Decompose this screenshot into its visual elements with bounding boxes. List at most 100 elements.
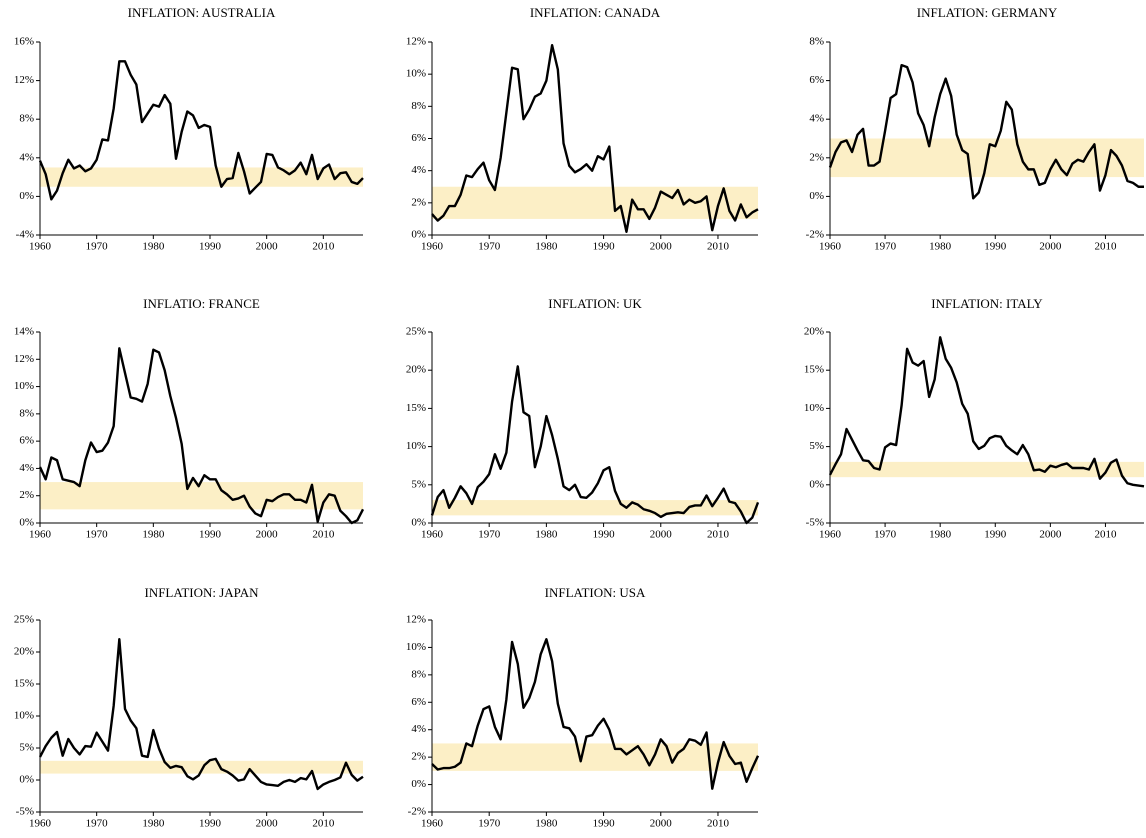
x-tick-label: 2010 [1094,529,1117,541]
y-tick-label: 4% [411,723,426,735]
chart-panel: INFLATION: UK 0% 5% 10% 15% 20% 25% 1960 1970 198… [406,296,760,541]
x-tick-label: 2000 [1039,241,1062,253]
x-tick-label: 1990 [199,529,222,541]
y-tick-label: 6% [19,435,34,447]
y-tick-label: -4% [16,229,34,241]
y-tick-label: 10% [406,440,426,452]
x-tick-label: 1980 [142,818,165,830]
y-tick-label: 2% [411,196,426,208]
data-line [430,365,760,525]
y-tick-label: 12% [406,36,426,48]
chart-title: INFLATION: UK [548,296,642,311]
x-tick-label: 1980 [929,241,952,253]
y-tick-label: 12% [14,74,34,86]
x-tick-label: 2000 [256,241,279,253]
chart-panel: INFLATION: AUSTRALIA -4% 0% 4% 8% 12% 16% 1960 1… [14,5,364,253]
x-tick-label: 1980 [142,529,165,541]
x-tick-label: 2010 [312,241,335,253]
x-tick-label: 1990 [593,241,616,253]
x-tick-label: 1990 [593,529,616,541]
y-tick-label: 12% [406,614,426,626]
x-tick-label: 1970 [874,529,897,541]
chart-title: INFLATION: GERMANY [917,5,1058,20]
x-tick-label: 2010 [1094,241,1117,253]
y-tick-label: 2% [411,751,426,763]
y-tick-label: 4% [809,113,824,125]
data-line [431,638,760,790]
target-band [830,461,1144,478]
y-tick-label: -5% [806,517,824,529]
chart-title: INFLATION: JAPAN [144,585,259,600]
x-tick-label: 1960 [29,529,52,541]
x-tick-label: 2010 [707,241,730,253]
y-tick-label: 0% [411,229,426,241]
y-tick-label: 8% [809,36,824,48]
x-tick-label: 2000 [650,818,673,830]
chart-title: INFLATION: ITALY [931,296,1043,311]
y-tick-label: 8% [411,100,426,112]
x-tick-label: 1970 [874,241,897,253]
target-band [432,186,758,219]
y-tick-label: 4% [19,151,34,163]
y-tick-label: 25% [14,614,34,626]
x-tick-label: 1970 [86,241,109,253]
x-tick-label: 1980 [535,818,558,830]
x-tick-label: 1970 [86,529,109,541]
chart-panel: INFLATIO: FRANCE 0% 2% 4% 6% 8% 10% 12% 14% 1960 1… [14,296,365,541]
y-tick-label: 5% [809,440,824,452]
y-tick-label: 0% [809,478,824,490]
y-tick-label: 0% [19,517,34,529]
y-tick-label: 2% [19,489,34,501]
y-tick-label: 0% [809,190,824,202]
y-tick-label: 10% [406,641,426,653]
y-tick-label: 0% [411,517,426,529]
y-tick-label: 5% [19,742,34,754]
x-tick-label: 1960 [421,241,444,253]
x-tick-label: 1990 [984,529,1007,541]
x-tick-label: 2000 [256,529,279,541]
chart-title: INFLATIO: FRANCE [143,296,260,311]
x-tick-label: 1960 [819,241,842,253]
y-tick-label: 20% [804,326,824,338]
chart-panel: INFLATION: USA -2% 0% 2% 4% 6% 8% 10% 12% 1960 197… [406,585,760,830]
y-tick-label: 4% [411,164,426,176]
x-tick-label: 1960 [421,818,444,830]
x-tick-label: 2010 [312,818,335,830]
y-tick-label: 6% [411,132,426,144]
x-tick-label: 1970 [478,529,501,541]
y-tick-label: 4% [19,462,34,474]
target-band [40,760,363,774]
x-tick-label: 1990 [593,818,616,830]
x-tick-label: 1980 [929,529,952,541]
x-tick-label: 2010 [312,529,335,541]
x-tick-label: 1970 [478,818,501,830]
y-tick-label: 14% [14,326,34,338]
x-tick-label: 1990 [984,241,1007,253]
x-tick-label: 1980 [535,529,558,541]
x-tick-label: 1980 [142,241,165,253]
y-tick-label: 12% [14,353,34,365]
x-tick-label: 2000 [650,529,673,541]
data-line [431,44,759,233]
x-tick-label: 1980 [535,241,558,253]
chart-panel: INFLATION: JAPAN -5% 0% 5% 10% 15% 20% 25% 1960 1… [14,585,364,830]
y-tick-label: 8% [19,407,34,419]
x-tick-label: 1960 [29,818,52,830]
data-line [38,638,364,791]
y-tick-label: 8% [411,668,426,680]
x-tick-label: 1970 [86,818,109,830]
x-tick-label: 1990 [199,241,222,253]
chart-panel: INFLATION: ITALY -5% 0% 5% 10% 15% 20% 1960 1970… [804,296,1145,541]
y-tick-label: 0% [19,774,34,786]
y-tick-label: 15% [406,402,426,414]
data-line [38,60,364,201]
chart-panel: INFLATION: CANADA 0% 2% 4% 6% 8% 10% 12% 1960 197… [406,5,759,253]
y-tick-label: 15% [14,678,34,690]
y-tick-label: 10% [14,710,34,722]
x-tick-label: 2010 [707,529,730,541]
y-tick-label: 10% [406,68,426,80]
data-line [38,347,365,525]
x-tick-label: 2010 [707,818,730,830]
